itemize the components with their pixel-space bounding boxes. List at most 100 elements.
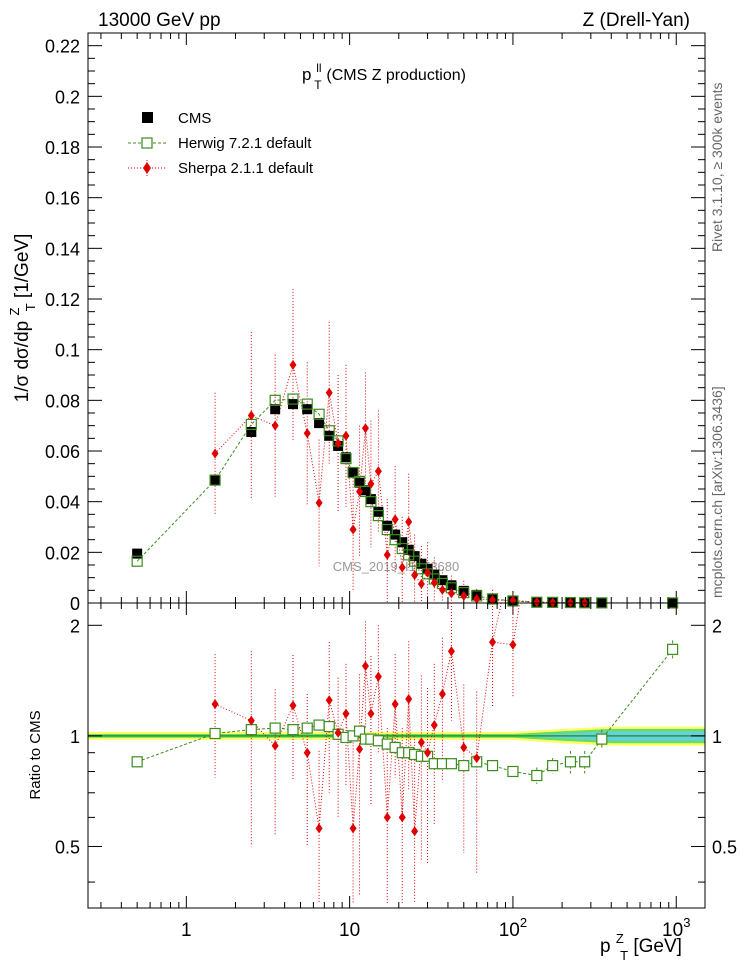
herwig-ratio-point (353, 725, 366, 737)
herwig-ratio-point (486, 760, 499, 772)
sherpa-point (334, 438, 342, 449)
sherpa-ratio-point (383, 812, 391, 823)
sherpa-ratio-point (447, 646, 455, 657)
sherpa-point (342, 430, 350, 441)
bottom-axis-ticks: 0.5 0.5 1 1 2 2 (55, 603, 737, 908)
herwig-ratio-point (287, 724, 299, 736)
y-tick-label: 0.14 (45, 239, 80, 259)
y-tick-label: 0.06 (45, 442, 80, 462)
legend-herwig-marker (141, 137, 153, 149)
cms-point (246, 427, 257, 437)
x-tick-label: 103 (662, 915, 690, 941)
ratio-y-tick-label: 1 (70, 727, 80, 747)
sherpa-ratio-point (342, 708, 350, 719)
y-tick-label: 0 (70, 594, 80, 614)
herwig-point (313, 408, 325, 420)
x-tick-label: 10 (339, 920, 360, 941)
herwig-point (403, 549, 415, 561)
ratio-y-tick-label-right: 2 (712, 616, 722, 636)
x-tick-label-exp: 2 (520, 915, 527, 930)
sherpa-point (398, 562, 406, 573)
herwig-point (347, 466, 359, 479)
top-series (131, 288, 679, 609)
ratio-y-tick-label: 2 (70, 616, 80, 636)
herwig-point (287, 393, 299, 405)
plot-title-main: p (302, 65, 311, 84)
herwig-ratio-point (209, 727, 221, 740)
sherpa-ratio-point (247, 715, 255, 726)
plot-title-sup: ll (316, 61, 321, 75)
sherpa-point (211, 448, 219, 459)
top-panel: p ll T (CMS Z production) CMS Herwig 7.2… (7, 32, 706, 614)
sherpa-point (473, 593, 481, 604)
cms-point (210, 475, 221, 486)
herwig-ratio-point (564, 756, 577, 768)
herwig-ratio-point (458, 760, 470, 772)
sherpa-ratio-point (489, 637, 497, 648)
rivet-label: Rivet 3.1.10, ≥ 300k events (709, 82, 725, 252)
herwig-ratio-point (269, 722, 281, 734)
sherpa-ratio-point (509, 639, 517, 650)
herwig-ratio-point (547, 760, 559, 772)
herwig-point (365, 496, 377, 508)
x-axis-label: p Z T [GeV] (600, 927, 682, 965)
x-axis-label-main: p (600, 936, 611, 957)
sherpa-ratio-point (356, 744, 364, 755)
herwig-point (301, 398, 313, 410)
sherpa-ratio-point (430, 720, 438, 731)
sherpa-point (391, 514, 399, 525)
x-tick-label: 102 (499, 915, 527, 941)
herwig-ratio-point (245, 724, 257, 736)
sherpa-point (349, 524, 357, 535)
sherpa-ratio-offscale (492, 602, 502, 643)
herwig-point (323, 425, 335, 437)
sherpa-point (438, 584, 446, 595)
top-axis-ticks: 0 0.02 0.04 0.06 0.08 0.1 0.12 0.14 0.16 0.18 0.2 0… (45, 32, 705, 614)
cms-point (314, 418, 325, 429)
sherpa-ratio-offscale (512, 602, 521, 645)
sherpa-ratio-point (349, 823, 357, 834)
herwig-ratio-point (579, 756, 591, 768)
ratio-y-tick-label-right: 0.5 (712, 837, 737, 857)
plot-title-sub: T (314, 78, 322, 92)
cms-point (132, 548, 143, 559)
sherpa-ratio-point (211, 699, 219, 710)
x-tick-label-base: 10 (662, 920, 683, 941)
sherpa-point (315, 497, 323, 508)
sherpa-ratio-point (411, 826, 419, 837)
sherpa-ratio-point (473, 753, 481, 764)
sherpa-ratio-point (438, 689, 446, 700)
sherpa-point (447, 588, 455, 599)
cms-point (354, 477, 365, 488)
herwig-ratio-line (137, 649, 673, 777)
cms-point (348, 467, 359, 478)
x-axis-label-sub: T (620, 948, 628, 963)
herwig-point (340, 453, 352, 465)
cms-point (458, 585, 469, 596)
cms-point (437, 575, 448, 586)
y-tick-label: 0.02 (45, 543, 80, 563)
cms-point (429, 569, 440, 580)
sherpa-point (374, 466, 382, 477)
herwig-point (409, 555, 421, 567)
sherpa-point (367, 478, 375, 489)
sherpa-point (405, 516, 413, 527)
x-tick-label-base: 1 (181, 920, 192, 941)
sherpa-ratio-point (460, 742, 468, 753)
sherpa-point (417, 579, 425, 589)
herwig-point (209, 474, 221, 486)
sherpa-point (489, 594, 497, 605)
sherpa-ratio-point (315, 823, 323, 834)
herwig-ratio-point (313, 719, 325, 731)
sherpa-ratio-point (361, 660, 369, 671)
y-tick-label: 0.22 (45, 37, 80, 57)
sherpa-point (247, 410, 255, 421)
plot-title-rest: (CMS Z production) (326, 67, 466, 84)
sherpa-point (303, 428, 311, 439)
cms-point (340, 452, 351, 463)
herwig-point (396, 542, 408, 555)
herwig-line (136, 398, 673, 604)
y-tick-label: 0.2 (55, 87, 80, 107)
energy-label: 13000 GeV pp (98, 10, 221, 31)
sherpa-ratio-point (424, 747, 432, 758)
